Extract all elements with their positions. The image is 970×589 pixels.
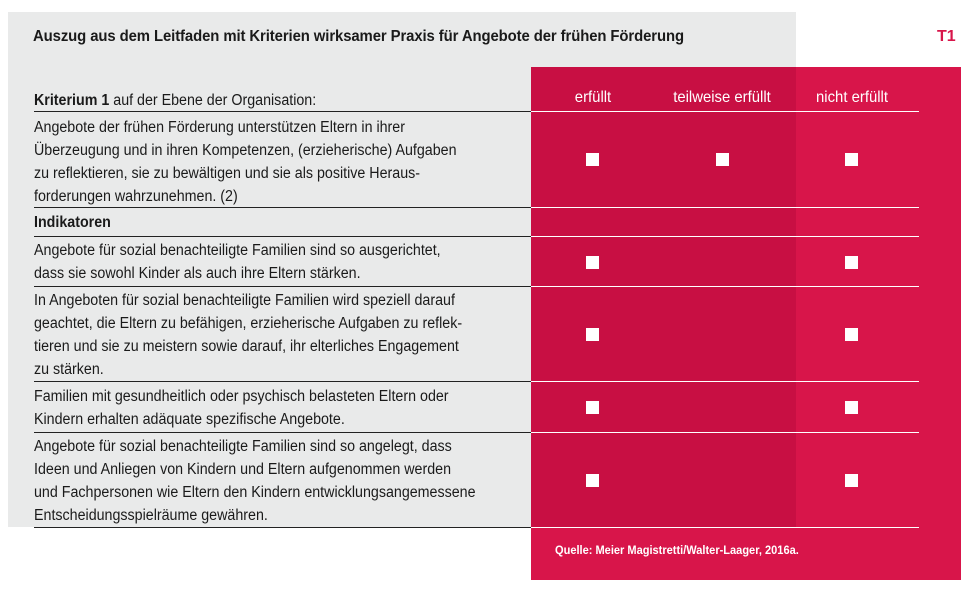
checkbox-not-fulfilled[interactable] — [845, 256, 858, 269]
column-header-partially-fulfilled: teilweise erfüllt — [673, 89, 771, 106]
checkbox-fulfilled[interactable] — [586, 328, 599, 341]
table-title: Auszug aus dem Leitfaden mit Kriterien w… — [33, 28, 684, 45]
checkbox-fulfilled[interactable] — [586, 474, 599, 487]
criterion-label: Kriterium 1 auf der Ebene der Organisati… — [34, 89, 489, 112]
checkbox-not-fulfilled[interactable] — [845, 153, 858, 166]
rating-panel — [531, 67, 961, 580]
source-note: Quelle: Meier Magistretti/Walter-Laager,… — [555, 543, 799, 557]
indicator-text: Angebote für sozial benachteiligte Famil… — [34, 242, 441, 282]
indicator-text: Angebote für sozial benachteiligte Famil… — [34, 438, 476, 524]
indicator-text: Familien mit gesundheitlich oder psychis… — [34, 388, 449, 428]
table-code: T1 — [937, 28, 956, 45]
column-header-not-fulfilled: nicht erfüllt — [816, 89, 888, 106]
indicators-heading: Indikatoren — [34, 214, 111, 231]
criterion-label-rest: auf der Ebene der Organisation: — [109, 92, 317, 109]
checkbox-not-fulfilled[interactable] — [845, 401, 858, 414]
indicator-text: In Angeboten für sozial benachteiligte F… — [34, 292, 463, 378]
checkbox-fulfilled[interactable] — [586, 256, 599, 269]
checkbox-not-fulfilled[interactable] — [845, 328, 858, 341]
rating-panel-shade — [531, 67, 796, 527]
criterion-text: Angebote der frühen Förderung unterstütz… — [34, 119, 457, 205]
column-header-fulfilled: erfüllt — [574, 89, 612, 106]
checkbox-not-fulfilled[interactable] — [845, 474, 858, 487]
criterion-label-bold: Kriterium 1 — [34, 92, 110, 109]
checkbox-partially-fulfilled[interactable] — [716, 153, 729, 166]
checkbox-fulfilled[interactable] — [586, 401, 599, 414]
checkbox-fulfilled[interactable] — [586, 153, 599, 166]
